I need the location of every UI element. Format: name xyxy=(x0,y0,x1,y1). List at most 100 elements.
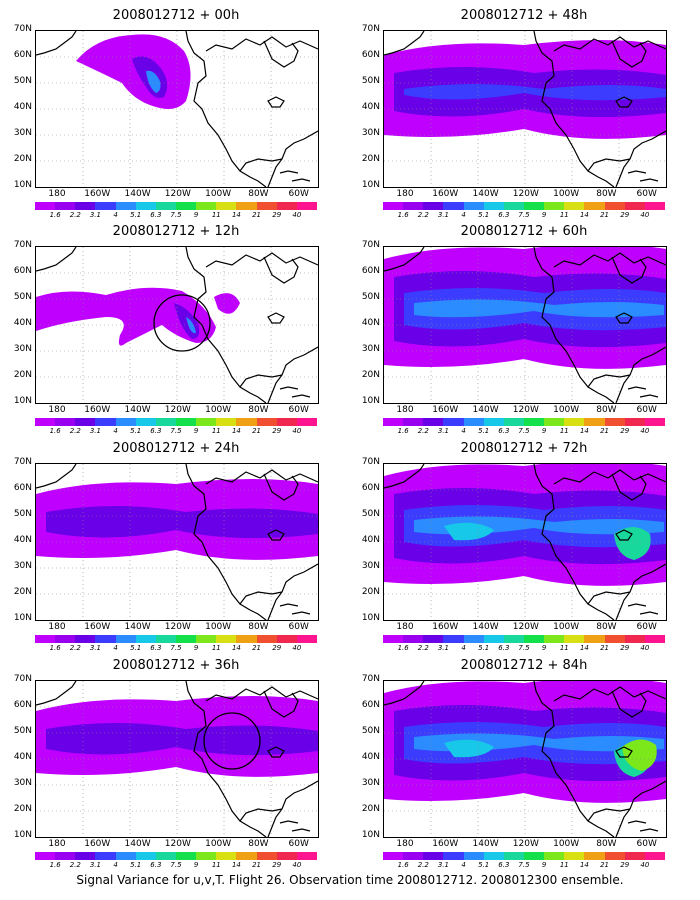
lon-tick-label: 80W xyxy=(248,405,269,415)
colorbar-label: 3.1 xyxy=(89,644,101,652)
coastline xyxy=(279,386,311,398)
lon-tick-label: 180 xyxy=(396,839,414,849)
colorbar-label: 4 xyxy=(461,211,466,219)
colorbar-swatch xyxy=(443,418,464,426)
coastline xyxy=(205,686,318,702)
colorbar-swatch xyxy=(564,852,585,860)
coastline xyxy=(611,40,647,68)
colorbar-swatch xyxy=(503,202,524,210)
colorbar-label: 14 xyxy=(579,644,589,652)
coastline xyxy=(239,808,283,822)
coastline xyxy=(587,374,631,388)
coastline xyxy=(279,820,311,832)
figure-caption: Signal Variance for u,v,T. Flight 26. Ob… xyxy=(76,873,624,887)
lon-tick-label: 180 xyxy=(396,622,414,632)
colorbar-swatch xyxy=(216,852,237,860)
panel-title: 2008012712 + 72h xyxy=(460,441,588,456)
colorbar xyxy=(383,418,665,426)
colorbar-swatch xyxy=(296,852,317,860)
colorbar-swatch xyxy=(503,852,524,860)
colorbar-label: 5.1 xyxy=(130,861,142,869)
colorbar-swatch xyxy=(403,202,424,210)
colorbar-label: 11 xyxy=(559,211,569,219)
coastline xyxy=(185,247,267,403)
observation-circle xyxy=(153,294,211,352)
lat-tick-label: 30N xyxy=(361,778,380,788)
coastline xyxy=(384,681,425,706)
coastline xyxy=(185,681,267,837)
colorbar-swatch xyxy=(584,852,605,860)
colorbar-swatch xyxy=(115,635,136,643)
lon-tick-label: 120W xyxy=(164,622,191,632)
lat-tick-label: 10N xyxy=(13,613,32,623)
panel-title: 2008012712 + 36h xyxy=(112,658,240,673)
colorbar-label: 11 xyxy=(559,861,569,869)
colorbar-swatch xyxy=(276,635,297,643)
colorbar-label: 40 xyxy=(292,644,302,652)
colorbar-swatch xyxy=(276,202,297,210)
colorbar-swatch xyxy=(115,852,136,860)
lon-tick-label: 60W xyxy=(636,189,657,199)
colorbar-label: 2.2 xyxy=(417,861,429,869)
lon-tick-label: 100W xyxy=(205,405,232,415)
lon-tick-label: 140W xyxy=(472,405,499,415)
map-svg xyxy=(384,464,666,620)
colorbar-label: 3.1 xyxy=(437,427,449,435)
lat-tick-label: 20N xyxy=(361,154,380,164)
lon-tick-label: 120W xyxy=(164,189,191,199)
colorbar-swatch xyxy=(75,852,96,860)
colorbar xyxy=(383,202,665,210)
lon-tick-label: 180 xyxy=(48,405,66,415)
colorbar xyxy=(383,852,665,860)
colorbar-swatch xyxy=(216,418,237,426)
coastline xyxy=(205,252,318,268)
lat-tick-label: 50N xyxy=(361,76,380,86)
lon-tick-label: 80W xyxy=(248,622,269,632)
map-plot xyxy=(383,30,667,188)
map-plot xyxy=(383,246,667,404)
colorbar-label: 7.5 xyxy=(518,861,530,869)
lat-tick-label: 20N xyxy=(13,587,32,597)
variance-contour xyxy=(614,527,651,560)
lat-tick-label: 10N xyxy=(13,830,32,840)
coastline xyxy=(615,746,633,758)
colorbar-label: 4 xyxy=(113,644,118,652)
colorbar-label: 2.2 xyxy=(69,211,81,219)
lat-tick-label: 30N xyxy=(13,128,32,138)
coastline xyxy=(263,690,299,718)
colorbar-swatch xyxy=(383,418,404,426)
lon-tick-label: 80W xyxy=(248,189,269,199)
lon-tick-label: 100W xyxy=(205,189,232,199)
lon-tick-label: 160W xyxy=(84,405,111,415)
colorbar-label: 21 xyxy=(600,861,610,869)
colorbar-swatch xyxy=(135,852,156,860)
colorbar-label: 7.5 xyxy=(518,427,530,435)
colorbar-label: 6.3 xyxy=(498,211,510,219)
colorbar-swatch xyxy=(624,418,645,426)
variance-contour xyxy=(186,317,196,334)
lat-tick-label: 70N xyxy=(361,24,380,34)
colorbar-swatch xyxy=(523,418,545,426)
colorbar-swatch xyxy=(383,635,404,643)
map-svg xyxy=(36,681,318,837)
coastline xyxy=(587,158,631,172)
coastline xyxy=(36,464,77,489)
lat-tick-label: 20N xyxy=(361,587,380,597)
colorbar-swatch xyxy=(256,635,277,643)
colorbar-label: 4 xyxy=(461,861,466,869)
map-plot xyxy=(35,246,319,404)
colorbar xyxy=(35,418,317,426)
colorbar-label: 21 xyxy=(252,644,262,652)
coastline xyxy=(611,473,647,501)
colorbar-label: 4 xyxy=(461,427,466,435)
colorbar-label: 3.1 xyxy=(437,644,449,652)
colorbar-label: 5.1 xyxy=(478,427,490,435)
lon-tick-label: 80W xyxy=(596,405,617,415)
colorbar-label: 40 xyxy=(640,211,650,219)
colorbar-label: 29 xyxy=(272,211,282,219)
colorbar-label: 3.1 xyxy=(437,211,449,219)
colorbar-label: 9 xyxy=(541,211,547,219)
colorbar-label: 5.1 xyxy=(478,211,490,219)
colorbar-swatch xyxy=(95,635,116,643)
colorbar-label: 11 xyxy=(211,211,221,219)
